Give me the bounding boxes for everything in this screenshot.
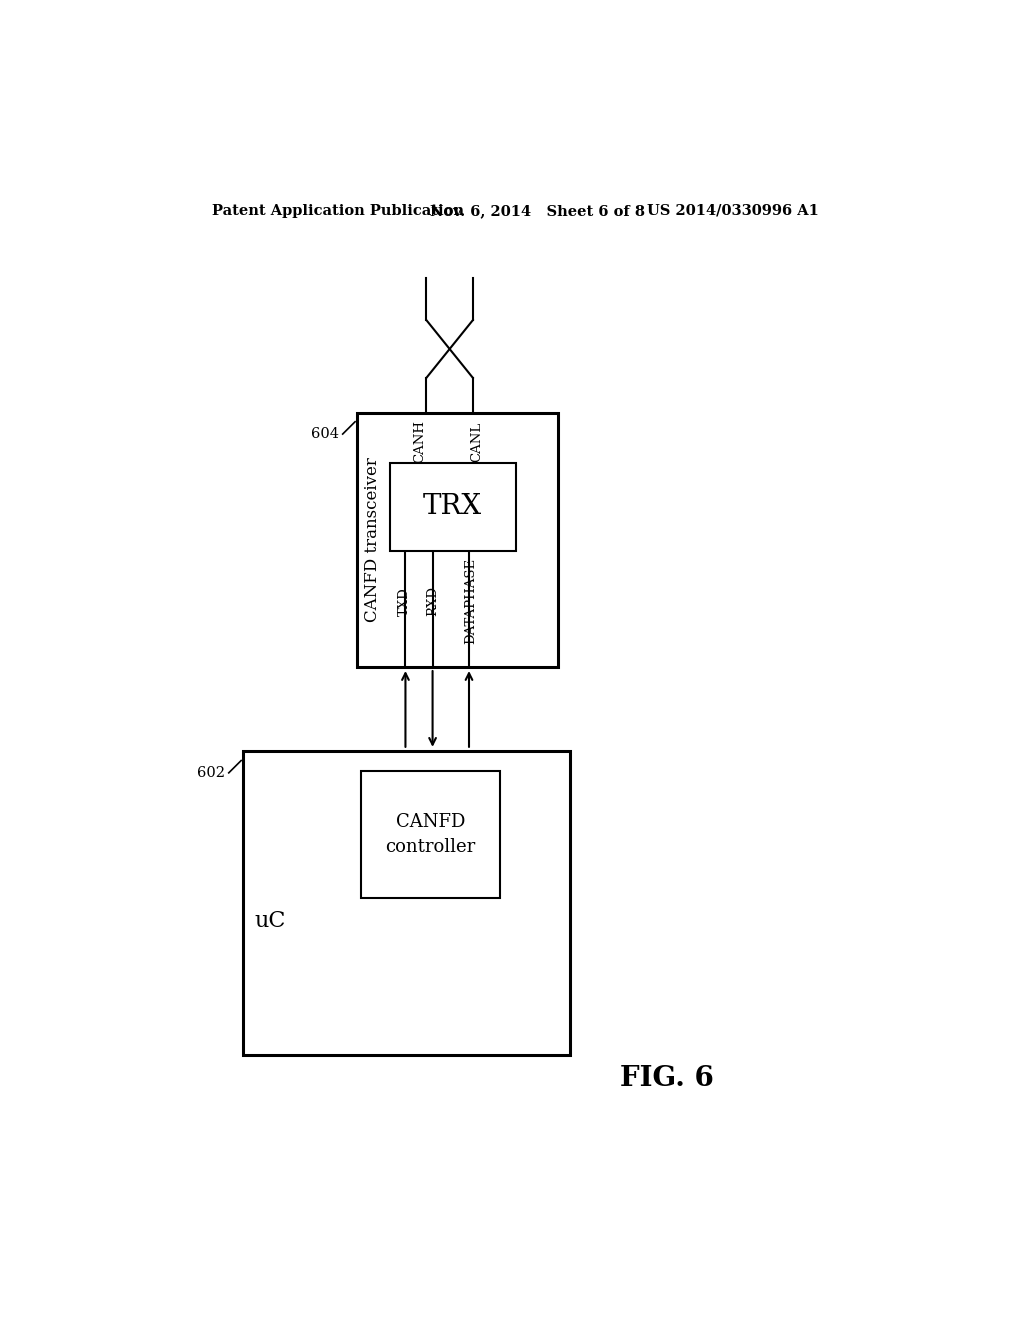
Text: RXD: RXD (426, 586, 439, 616)
Text: CANL: CANL (470, 421, 483, 462)
Bar (360, 771, 500, 898)
Text: US 2014/0330996 A1: US 2014/0330996 A1 (647, 203, 819, 218)
Bar (356, 413, 558, 667)
Text: TXD: TXD (398, 587, 412, 615)
Text: FIG. 6: FIG. 6 (620, 1065, 714, 1092)
Text: CANFD
controller: CANFD controller (385, 813, 475, 855)
Text: TRX: TRX (423, 494, 482, 520)
Text: CANFD transceiver: CANFD transceiver (364, 457, 381, 622)
Bar (390, 462, 515, 552)
Text: 602: 602 (197, 766, 225, 780)
Text: uC: uC (254, 909, 286, 932)
Text: DATAPHASE: DATAPHASE (464, 558, 477, 644)
Text: 604: 604 (311, 428, 339, 441)
Text: CANH: CANH (414, 420, 427, 463)
Text: Patent Application Publication: Patent Application Publication (212, 203, 464, 218)
Text: Nov. 6, 2014   Sheet 6 of 8: Nov. 6, 2014 Sheet 6 of 8 (430, 203, 645, 218)
Bar (243, 751, 569, 1056)
